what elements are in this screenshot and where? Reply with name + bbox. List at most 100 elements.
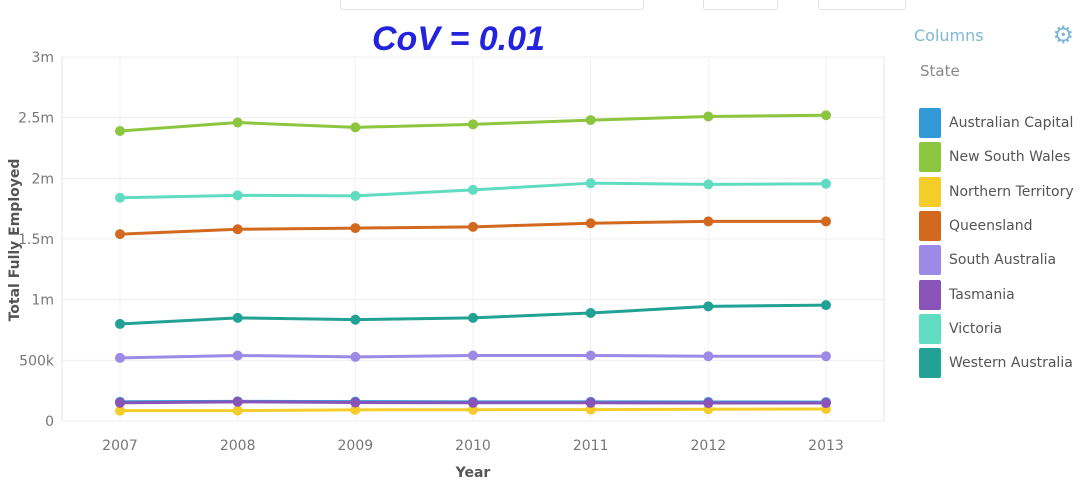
legend-label: Western Australia [949, 355, 1073, 372]
legend-title[interactable]: Columns [914, 25, 984, 45]
legend-list: Australian Capital Terr New South Wales No… [914, 106, 1079, 380]
data-point[interactable] [585, 308, 596, 319]
y-tick-label: 2.5m [18, 111, 54, 127]
legend-label: Northern Territory [949, 183, 1074, 200]
data-point[interactable] [703, 111, 714, 122]
data-point[interactable] [468, 184, 478, 195]
data-point[interactable] [703, 216, 714, 227]
data-point[interactable] [468, 221, 478, 232]
data-point[interactable] [585, 350, 596, 361]
legend-label: Queensland [949, 218, 1033, 235]
data-point[interactable] [703, 398, 714, 409]
x-axis-title: Year [455, 465, 491, 481]
x-tick-label: 2007 [102, 438, 138, 454]
data-point[interactable] [821, 398, 831, 409]
data-point[interactable] [821, 300, 831, 311]
x-tick-label: 2009 [338, 438, 374, 454]
series-queensland [115, 216, 831, 240]
legend-item[interactable]: Victoria [914, 312, 1079, 346]
legend-swatch [919, 176, 941, 207]
data-point[interactable] [232, 224, 243, 235]
data-point[interactable] [468, 350, 478, 361]
data-point[interactable] [232, 312, 243, 323]
series-western-australia [115, 300, 831, 329]
data-point[interactable] [115, 126, 125, 137]
series-new-south-wales [115, 110, 831, 137]
y-tick-label: 1m [31, 293, 54, 309]
series-victoria [115, 178, 831, 203]
data-point[interactable] [232, 190, 243, 201]
data-point[interactable] [115, 405, 125, 416]
legend-header: Columns ⚙ [914, 20, 1074, 50]
legend-swatch [919, 348, 941, 379]
legend-swatch [919, 279, 941, 310]
legend-swatch [919, 108, 941, 139]
series-group [115, 110, 831, 416]
legend-label: South Australia [949, 252, 1057, 269]
data-point[interactable] [703, 351, 714, 362]
data-point[interactable] [703, 179, 714, 190]
legend-label: New South Wales [949, 149, 1071, 166]
toolbar-stub[interactable] [340, 0, 644, 10]
legend-label: Victoria [949, 320, 1003, 337]
legend-subtitle: State [920, 62, 960, 80]
data-point[interactable] [115, 352, 125, 363]
x-tick-label: 2008 [220, 438, 256, 454]
data-point[interactable] [115, 318, 125, 329]
toolbar-stub[interactable] [703, 0, 778, 10]
data-point[interactable] [115, 192, 125, 203]
data-point[interactable] [350, 122, 361, 133]
data-point[interactable] [821, 216, 831, 227]
data-point[interactable] [821, 351, 831, 362]
data-point[interactable] [703, 301, 714, 312]
y-axis: 0 500k 1m 1.5m 2m 2.5m 3m [18, 50, 55, 430]
data-point[interactable] [350, 223, 361, 234]
legend-item[interactable]: Tasmania [914, 277, 1079, 311]
data-point[interactable] [232, 117, 243, 128]
legend-item[interactable]: Western Australia [914, 346, 1079, 380]
data-point[interactable] [232, 396, 243, 407]
data-point[interactable] [350, 190, 361, 201]
legend-swatch [919, 211, 941, 242]
data-point[interactable] [350, 397, 361, 408]
data-point[interactable] [585, 218, 596, 229]
data-point[interactable] [350, 404, 361, 415]
series-south-australia [115, 350, 831, 363]
legend-swatch [919, 142, 941, 173]
data-point[interactable] [468, 397, 478, 408]
gear-icon[interactable]: ⚙ [1052, 21, 1074, 49]
y-axis-title: Total Fully Employed [7, 159, 23, 322]
y-tick-label: 500k [19, 353, 55, 369]
data-point[interactable] [350, 351, 361, 362]
y-tick-label: 2m [31, 171, 54, 187]
data-point[interactable] [821, 110, 831, 121]
data-point[interactable] [468, 312, 478, 323]
legend-item[interactable]: Northern Territory [914, 175, 1079, 209]
x-axis: 2007 2008 2009 2010 2011 2012 2013 [102, 438, 844, 454]
legend-swatch [919, 245, 941, 276]
data-point[interactable] [821, 178, 831, 189]
data-point[interactable] [232, 350, 243, 361]
data-point[interactable] [468, 119, 478, 130]
legend-item[interactable]: Australian Capital Terr [914, 106, 1079, 140]
cov-annotation: CoV = 0.01 [372, 20, 545, 58]
series-tasmania [115, 396, 831, 409]
data-point[interactable] [115, 229, 125, 240]
data-point[interactable] [585, 115, 596, 126]
x-tick-label: 2011 [573, 438, 609, 454]
legend-item[interactable]: New South Wales [914, 140, 1079, 174]
data-point[interactable] [350, 314, 361, 325]
y-tick-label: 1.5m [18, 232, 54, 248]
data-point[interactable] [468, 404, 478, 415]
data-point[interactable] [232, 405, 243, 416]
data-point[interactable] [585, 397, 596, 408]
legend-item[interactable]: South Australia [914, 243, 1079, 277]
y-tick-label: 0 [45, 414, 54, 430]
data-point[interactable] [585, 178, 596, 189]
y-tick-label: 3m [31, 50, 54, 66]
legend-item[interactable]: Queensland [914, 209, 1079, 243]
x-tick-label: 2010 [455, 438, 491, 454]
line-chart: 0 500k 1m 1.5m 2m 2.5m 3m 2007 2008 2009 2010 2011… [7, 50, 885, 481]
toolbar-stub[interactable] [818, 0, 906, 10]
data-point[interactable] [115, 397, 125, 408]
